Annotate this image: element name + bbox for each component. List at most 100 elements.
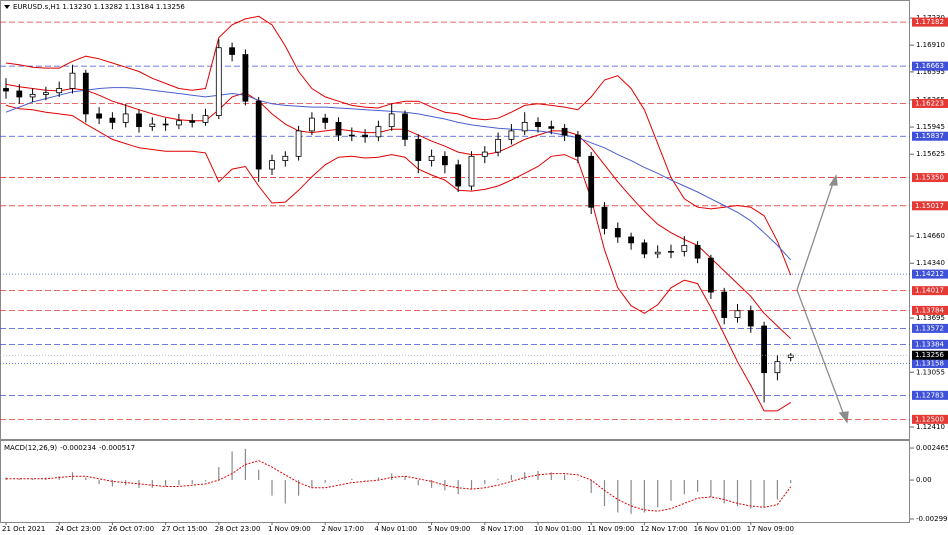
level-label: 1.13384 bbox=[915, 340, 944, 348]
level-label-bg bbox=[912, 17, 948, 27]
candle-body bbox=[362, 134, 369, 138]
macd-bar bbox=[218, 467, 220, 481]
x-tick-label: 2 Nov 17:00 bbox=[321, 525, 364, 533]
candle-body bbox=[175, 120, 182, 126]
y-tick-label: 1.16910 bbox=[916, 41, 945, 49]
candle-body bbox=[654, 251, 661, 255]
macd-bar bbox=[364, 480, 366, 481]
macd-bar bbox=[484, 480, 486, 484]
macd-bar bbox=[98, 480, 100, 484]
level-label: 1.15017 bbox=[915, 202, 944, 210]
current-price-label: 1.13256 bbox=[915, 351, 944, 359]
macd-bar bbox=[590, 480, 592, 494]
level-label: 1.12783 bbox=[915, 391, 944, 399]
macd-title: MACD(12,26,9) -0.000234 -0.000517 bbox=[4, 444, 135, 452]
macd-bar bbox=[337, 480, 340, 481]
level-label-bg bbox=[912, 131, 948, 141]
y-tick-label: 1.14660 bbox=[916, 232, 945, 240]
candle-body bbox=[375, 126, 382, 138]
candle-body bbox=[189, 120, 196, 123]
x-tick-label: 10 Nov 01:00 bbox=[534, 525, 581, 533]
y-tick-label: 1.13055 bbox=[916, 368, 945, 376]
candle-body bbox=[641, 242, 648, 255]
candle-body bbox=[29, 93, 36, 98]
macd-bar bbox=[723, 480, 725, 504]
y-tick-label: 1.15945 bbox=[916, 123, 945, 131]
x-tick-label: 27 Oct 15:00 bbox=[162, 525, 208, 533]
macd-bar bbox=[617, 480, 619, 513]
level-label: 1.16223 bbox=[915, 99, 944, 107]
candle-body bbox=[747, 310, 754, 327]
macd-bar bbox=[524, 472, 526, 481]
candle-body bbox=[202, 115, 209, 123]
macd-title-part: -0.000517 bbox=[99, 444, 135, 452]
candle-body bbox=[481, 151, 488, 157]
y-tick-label: 1.16595 bbox=[916, 68, 945, 76]
macd-bar bbox=[776, 480, 778, 500]
macd-title-part: MACD(12,26,9) bbox=[4, 444, 57, 452]
candle-body bbox=[229, 47, 236, 55]
macd-bar bbox=[404, 476, 406, 481]
level-label: 1.13572 bbox=[915, 324, 944, 332]
macd-bar bbox=[683, 480, 685, 495]
macd-bar bbox=[85, 477, 87, 481]
candle-body bbox=[69, 72, 76, 89]
macd-bar bbox=[111, 480, 113, 487]
level-label: 1.17182 bbox=[915, 18, 944, 26]
candle-body bbox=[335, 121, 342, 136]
macd-bar bbox=[324, 480, 326, 483]
candle-body bbox=[149, 123, 156, 128]
candle-body bbox=[136, 113, 142, 128]
level-label: 1.13784 bbox=[915, 306, 944, 314]
candle-body bbox=[508, 130, 515, 140]
candle-body bbox=[415, 138, 422, 161]
candle-body bbox=[56, 88, 63, 94]
y-tick-label: 0.00 bbox=[916, 476, 932, 484]
candle-body bbox=[428, 155, 435, 161]
macd-bar bbox=[178, 480, 180, 486]
candle-body bbox=[561, 127, 568, 136]
candle-body bbox=[761, 325, 767, 374]
x-tick-label: 4 Nov 01:00 bbox=[374, 525, 417, 533]
candle-body bbox=[601, 206, 608, 229]
level-label: 1.15350 bbox=[915, 174, 944, 182]
macd-bar bbox=[710, 480, 712, 497]
macd-title-part: -0.000234 bbox=[60, 444, 96, 452]
macd-bar bbox=[657, 480, 659, 508]
level-label-bg bbox=[912, 359, 948, 369]
macd-bar bbox=[18, 478, 20, 481]
x-tick-label: 16 Nov 01:00 bbox=[694, 525, 741, 533]
arrow-up bbox=[796, 179, 835, 291]
macd-bar bbox=[58, 476, 60, 481]
candle-body bbox=[548, 126, 555, 129]
candle-body bbox=[614, 228, 621, 238]
x-tick-label: 8 Nov 17:00 bbox=[481, 525, 524, 533]
macd-bar bbox=[351, 478, 353, 481]
level-label: 1.16663 bbox=[915, 62, 944, 70]
level-label-bg bbox=[912, 98, 948, 108]
candle-body bbox=[269, 160, 275, 170]
candle-body bbox=[255, 100, 262, 170]
candle-body bbox=[16, 90, 23, 98]
candle-body bbox=[721, 291, 728, 318]
candle-body bbox=[122, 113, 129, 123]
level-label-bg bbox=[912, 201, 948, 211]
x-tick-label: 28 Oct 23:00 bbox=[215, 525, 261, 533]
x-tick-label: 17 Nov 09:00 bbox=[747, 525, 794, 533]
candle-body bbox=[708, 257, 714, 293]
level-label: 1.12500 bbox=[915, 415, 944, 423]
candle-body bbox=[628, 236, 634, 244]
macd-bar bbox=[258, 469, 260, 481]
x-tick-label: 5 Nov 09:00 bbox=[428, 525, 471, 533]
macd-bar bbox=[750, 480, 752, 509]
level-label-bg bbox=[912, 173, 948, 183]
x-tick-label: 24 Oct 23:00 bbox=[55, 525, 101, 533]
candle-body bbox=[215, 47, 222, 117]
arrow-head bbox=[828, 174, 838, 186]
candle-body bbox=[162, 123, 169, 126]
candle-body bbox=[774, 361, 781, 374]
macd-bar bbox=[165, 480, 167, 487]
macd-bar bbox=[497, 478, 499, 481]
candle-body bbox=[495, 138, 502, 153]
